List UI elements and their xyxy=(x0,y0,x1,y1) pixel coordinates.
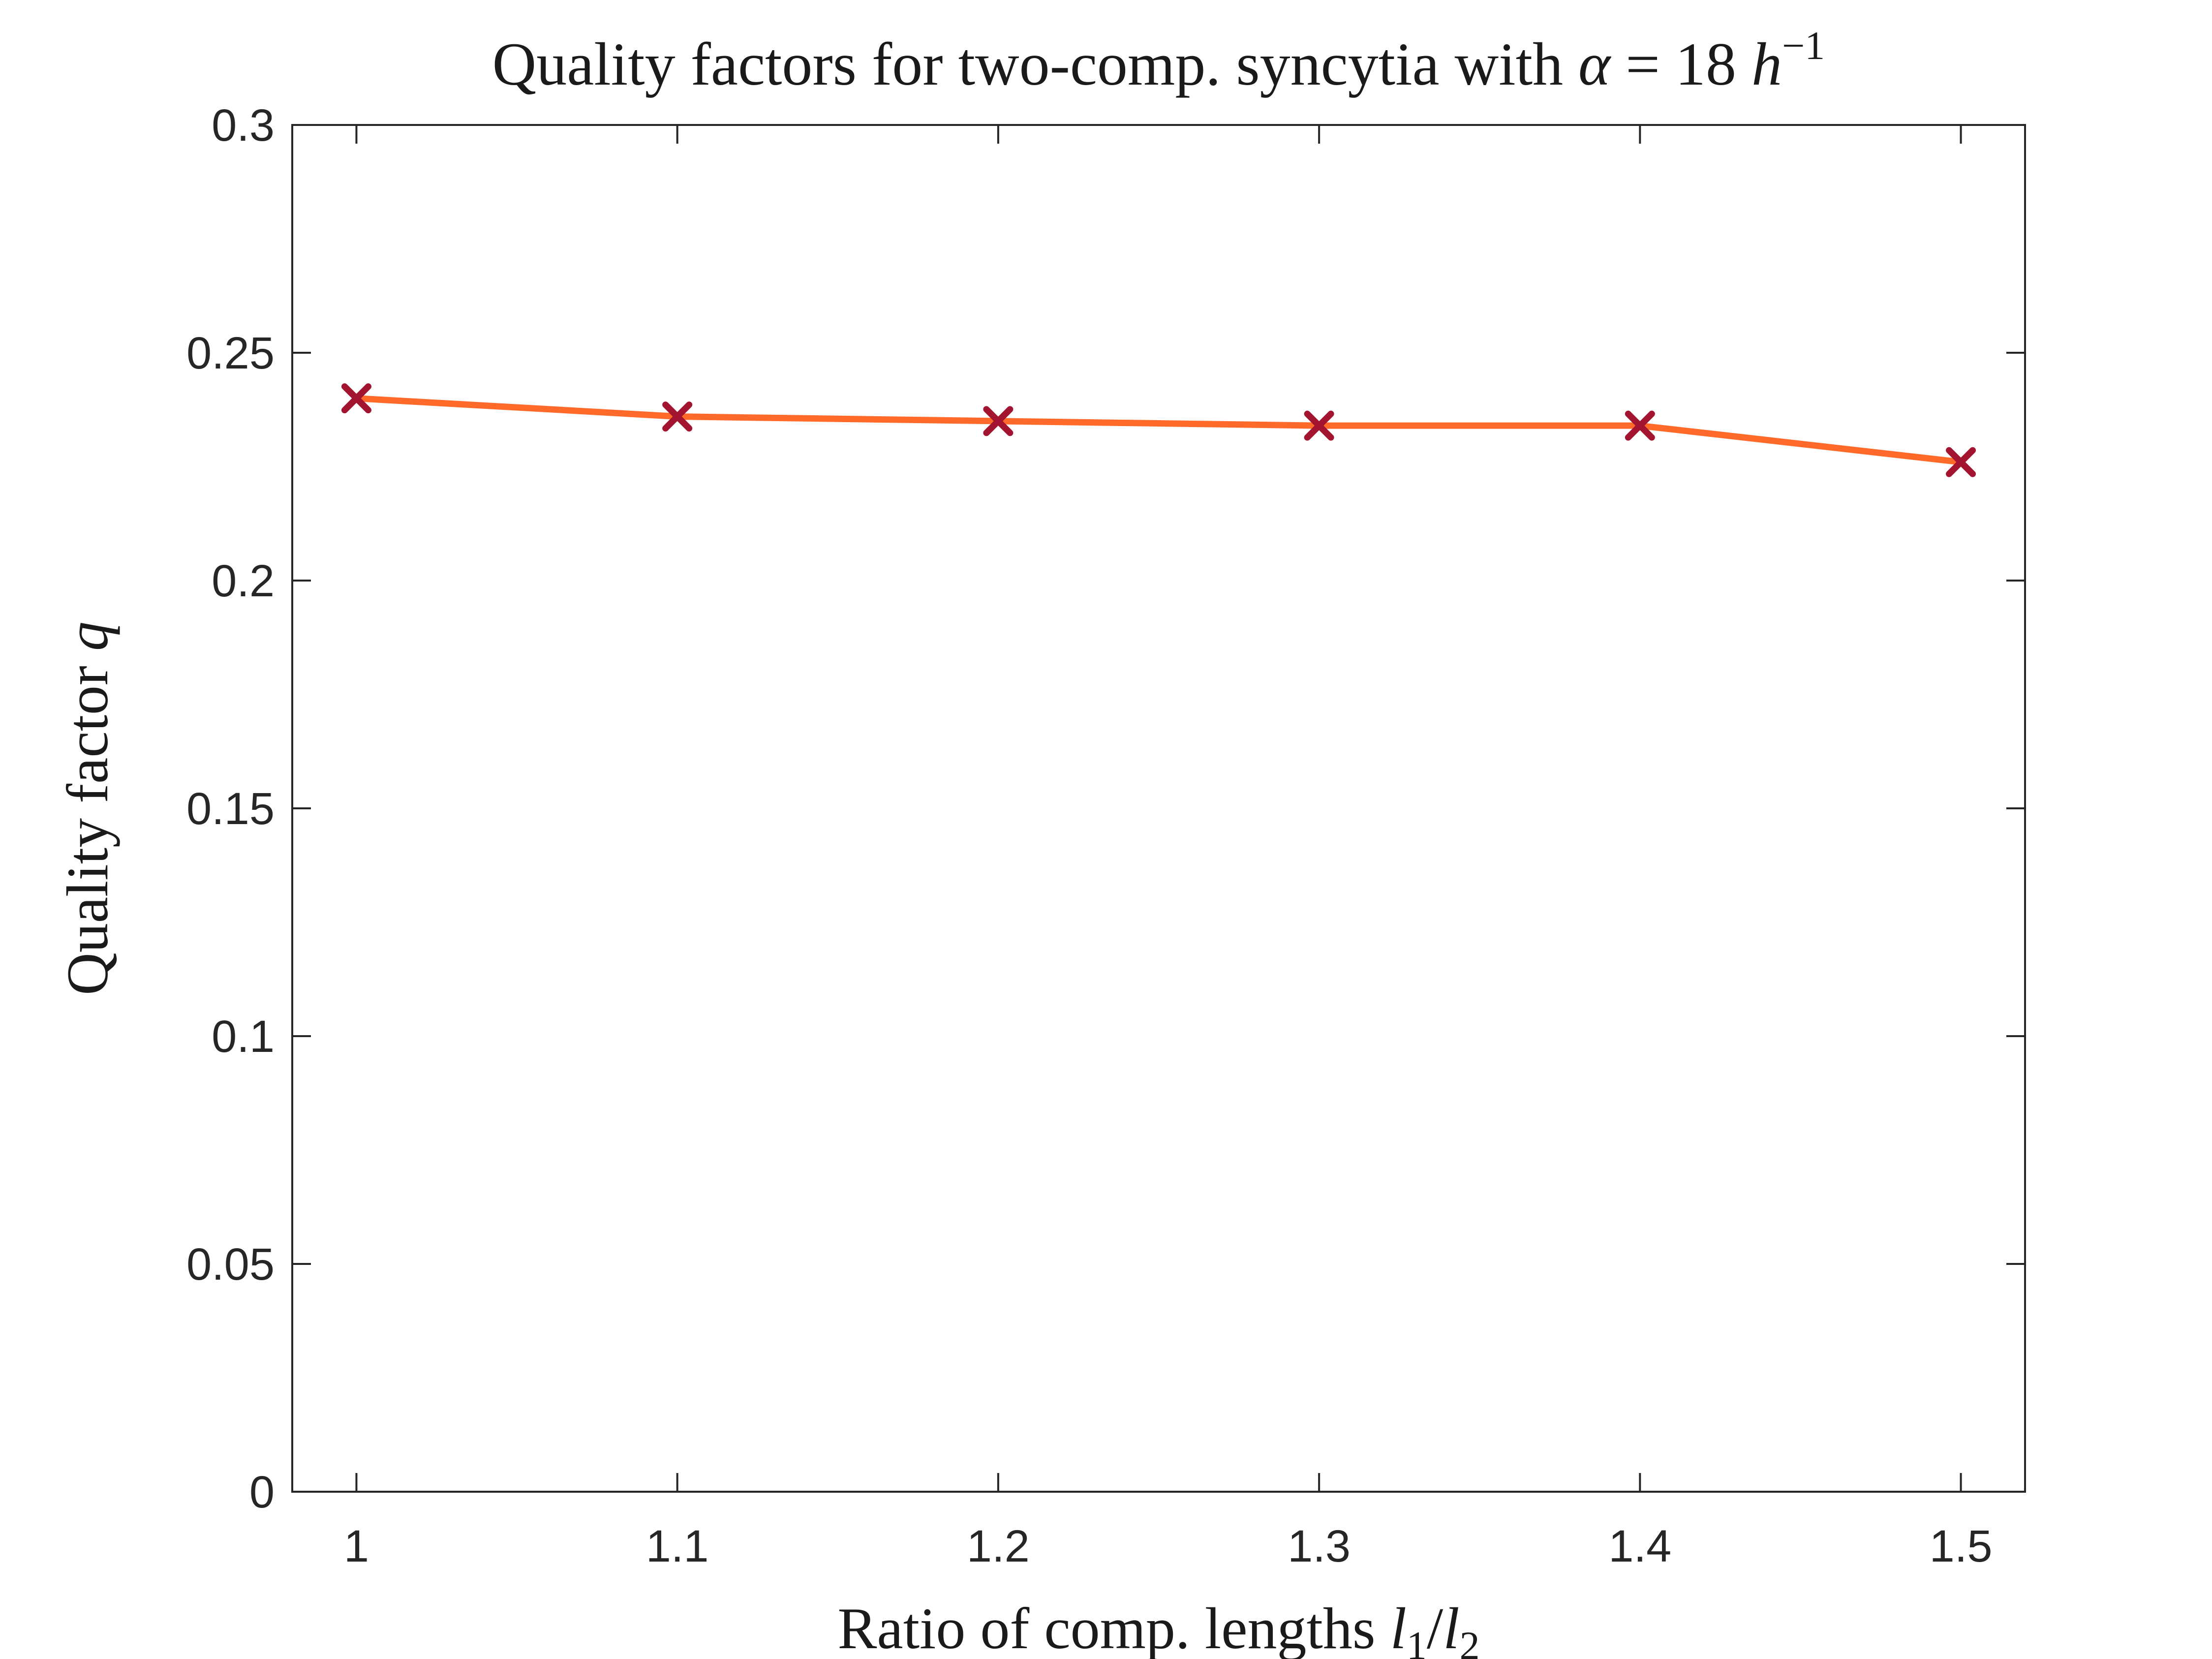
data-point-marker xyxy=(1304,410,1334,441)
marker-stroke xyxy=(983,406,1014,436)
data-point-marker xyxy=(662,401,693,432)
y-tick-label: 0.3 xyxy=(212,100,275,151)
marker-stroke xyxy=(1946,447,1976,477)
axes-box xyxy=(291,124,2026,1493)
data-point-marker xyxy=(1625,410,1655,441)
y-tick-labels: 0 0.05 0.1 0.15 0.2 0.25 0.3 xyxy=(186,100,275,1517)
x-tick-labels: 1 1.1 1.2 1.3 1.4 1.5 xyxy=(344,1521,1993,1571)
y-tick-label: 0 xyxy=(249,1467,275,1517)
marker-stroke xyxy=(662,401,693,432)
marker-stroke xyxy=(1304,410,1334,441)
x-tick-label: 1.3 xyxy=(1288,1521,1351,1571)
data-point-marker xyxy=(983,406,1014,436)
series-group xyxy=(341,383,1976,477)
x-tick-label: 1.4 xyxy=(1608,1521,1671,1571)
chart-title: Quality factors for two-comp. syncytia w… xyxy=(492,23,1825,98)
data-point-marker xyxy=(341,383,371,414)
marker-stroke xyxy=(1625,410,1655,441)
plot-area xyxy=(292,125,2025,1492)
y-tick-label: 0.15 xyxy=(186,784,275,834)
data-point-marker xyxy=(1946,447,1976,477)
x-tick-label: 1.5 xyxy=(1930,1521,1993,1571)
x-tick-label: 1 xyxy=(344,1521,369,1571)
y-tick-label: 0.1 xyxy=(212,1012,275,1062)
y-axis-label: Quality factor q xyxy=(55,621,120,995)
y-tick-label: 0.2 xyxy=(212,556,275,606)
y-tick-label: 0.05 xyxy=(186,1239,275,1290)
y-tick-label: 0.25 xyxy=(186,328,275,378)
x-tick-label: 1.1 xyxy=(646,1521,709,1571)
marker-stroke xyxy=(341,383,371,414)
series-line xyxy=(353,395,1965,465)
x-axis-label: Ratio of comp. lengths l1/l2 xyxy=(837,1596,1479,1659)
x-tick-label: 1.2 xyxy=(967,1521,1030,1571)
